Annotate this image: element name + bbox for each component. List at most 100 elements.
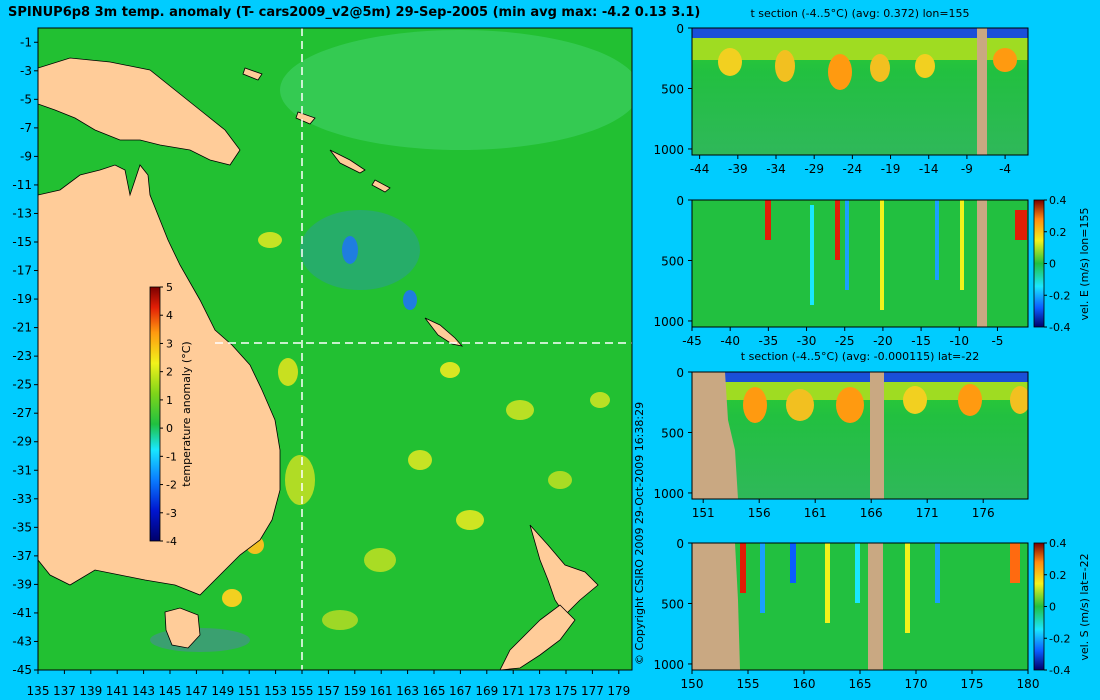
section-x-tick-label: -15 xyxy=(911,334,931,348)
section-x-tick-label: -44 xyxy=(690,162,710,176)
map-x-tick-label: 163 xyxy=(396,684,419,698)
section-x-tick-label: 175 xyxy=(961,677,984,691)
map-x-tick-label: 139 xyxy=(79,684,102,698)
t-section-lat-panel: t section (-4..5°C) (avg: -0.000115) lat… xyxy=(653,350,1029,520)
section-x-tick-label: -39 xyxy=(728,162,748,176)
section-x-tick-label: 180 xyxy=(1017,677,1040,691)
map-x-tick-label: 173 xyxy=(528,684,551,698)
vel-e-colorbar-label: vel. E (m/s) lon=155 xyxy=(1078,208,1091,321)
section-y-tick-label: 1000 xyxy=(653,315,684,329)
section-x-tick-label: 166 xyxy=(860,506,883,520)
map-y-tick-label: -27 xyxy=(12,406,32,420)
section-y-tick-label: 0 xyxy=(676,22,684,36)
map-x-tick-label: 147 xyxy=(185,684,208,698)
section-x-tick-label: -14 xyxy=(919,162,939,176)
map-colorbar-tick-label: -3 xyxy=(166,507,177,520)
copyright-text: © Copyright CSIRO 2009 29-Oct-2009 16:38… xyxy=(633,402,646,665)
section-x-tick-label: 165 xyxy=(849,677,872,691)
map-colorbar xyxy=(149,286,161,542)
t-section-lat-field xyxy=(692,372,1028,499)
vel-colorbar-tick-label: 0 xyxy=(1049,258,1056,271)
map-y-tick-label: -35 xyxy=(12,520,32,534)
vel-e-axes: -45 -40 -35 -30 -25 -20 -15 -10 -5 0 500 1000 xyxy=(653,194,1003,348)
map-colorbar-label: temperature anomaly (°C) xyxy=(180,341,193,486)
vel-s-colorbar-ticks: 0.4 0.2 0 -0.2 -0.4 xyxy=(1044,537,1070,677)
vel-e-colorbar-ticks: 0.4 0.2 0 -0.2 -0.4 xyxy=(1044,194,1070,334)
map-y-tick-label: -29 xyxy=(12,435,32,449)
map-colorbar-tick-label: -1 xyxy=(166,450,177,463)
vel-s-axes: 150 155 160 165 170 175 180 0 500 1000 xyxy=(653,537,1039,691)
map-y-tick-label: -31 xyxy=(12,463,32,477)
section-y-tick-label: 500 xyxy=(661,597,684,611)
map-y-tick-label: -7 xyxy=(20,121,32,135)
map-x-tick-label: 161 xyxy=(370,684,393,698)
t-section-lon-panel: t section (-4..5°C) (avg: 0.372) lon=155… xyxy=(653,7,1029,176)
map-x-tick-label: 157 xyxy=(317,684,340,698)
map-y-tick-label: -33 xyxy=(12,492,32,506)
map-frame xyxy=(37,27,633,671)
vel-colorbar-tick-label: 0 xyxy=(1049,601,1056,614)
vel-colorbar-tick-label: 0.4 xyxy=(1049,537,1067,550)
map-y-tick-label: -17 xyxy=(12,264,32,278)
section-x-tick-label: 176 xyxy=(972,506,995,520)
section-x-tick-label: -45 xyxy=(682,334,702,348)
section-x-tick-label: -30 xyxy=(797,334,817,348)
map-x-tick-label: 171 xyxy=(502,684,525,698)
map-colorbar-tick-label: -4 xyxy=(166,535,177,548)
section-y-tick-label: 500 xyxy=(661,82,684,96)
vel-colorbar-tick-label: -0.4 xyxy=(1049,664,1070,677)
map-y-tick-label: -45 xyxy=(12,663,32,677)
section-x-tick-label: -20 xyxy=(873,334,893,348)
vel-colorbar-tick-label: -0.4 xyxy=(1049,321,1070,334)
map-x-tick-label: 165 xyxy=(423,684,446,698)
t-section-lat-title: t section (-4..5°C) (avg: -0.000115) lat… xyxy=(741,350,979,363)
section-x-tick-label: -5 xyxy=(991,334,1003,348)
map-y-tick-label: -41 xyxy=(12,606,32,620)
section-x-tick-label: -29 xyxy=(804,162,824,176)
map-x-tick-label: 141 xyxy=(106,684,129,698)
map-colorbar-tick-label: 2 xyxy=(166,366,173,379)
map-y-tick-label: -3 xyxy=(20,64,32,78)
map-colorbar-tick-label: 3 xyxy=(166,337,173,350)
map-x-tick-label: 175 xyxy=(555,684,578,698)
map-anomaly-patches xyxy=(150,30,632,652)
map-x-axis: 135 137 139 141 143 145 147 149 151 153 155 157 159 1… xyxy=(27,670,630,698)
section-x-tick-label: 151 xyxy=(692,506,715,520)
section-y-tick-label: 0 xyxy=(676,366,684,380)
map-x-tick-label: 149 xyxy=(211,684,234,698)
vel-colorbar-tick-label: 0.2 xyxy=(1049,569,1067,582)
section-x-tick-label: -34 xyxy=(766,162,786,176)
map-x-tick-label: 145 xyxy=(159,684,182,698)
section-x-tick-label: 155 xyxy=(737,677,760,691)
map-x-tick-label: 153 xyxy=(264,684,287,698)
section-x-tick-label: -9 xyxy=(961,162,973,176)
map-y-tick-label: -15 xyxy=(12,235,32,249)
map-colorbar-tick-label: 5 xyxy=(166,281,173,294)
section-y-tick-label: 500 xyxy=(661,426,684,440)
map-y-tick-label: -11 xyxy=(12,178,32,192)
map-x-tick-label: 169 xyxy=(475,684,498,698)
t-section-lon-axes: -44 -39 -34 -29 -24 -19 -14 -9 -4 0 500 1000 xyxy=(653,22,1011,176)
map-y-tick-label: -1 xyxy=(20,35,32,49)
map-x-tick-label: 151 xyxy=(238,684,261,698)
section-x-tick-label: -24 xyxy=(843,162,863,176)
main-map: -1-3-5-7-9-11-13-15-17-19-21-23-25-27-29… xyxy=(12,27,633,698)
map-y-tick-label: -43 xyxy=(12,634,32,648)
map-x-tick-label: 155 xyxy=(291,684,314,698)
map-y-tick-label: -37 xyxy=(12,549,32,563)
section-x-tick-label: -4 xyxy=(999,162,1011,176)
map-x-tick-label: 137 xyxy=(53,684,76,698)
section-x-tick-label: 150 xyxy=(681,677,704,691)
vel-e-colorbar xyxy=(1033,199,1045,328)
section-x-tick-label: -10 xyxy=(949,334,969,348)
vel-colorbar-tick-label: -0.2 xyxy=(1049,289,1070,302)
vel-s-field xyxy=(692,543,1020,670)
vel-e-field xyxy=(765,200,1027,327)
map-x-tick-label: 143 xyxy=(132,684,155,698)
section-x-tick-label: 161 xyxy=(804,506,827,520)
section-x-tick-label: -40 xyxy=(720,334,740,348)
map-x-tick-label: 177 xyxy=(581,684,604,698)
map-y-axis: -1 -3 -5 -7 -9 -11 -13 -15 -17 -19 -21 -23 -25 -27 -29… xyxy=(12,35,38,677)
map-y-tick-label: -9 xyxy=(20,149,32,163)
